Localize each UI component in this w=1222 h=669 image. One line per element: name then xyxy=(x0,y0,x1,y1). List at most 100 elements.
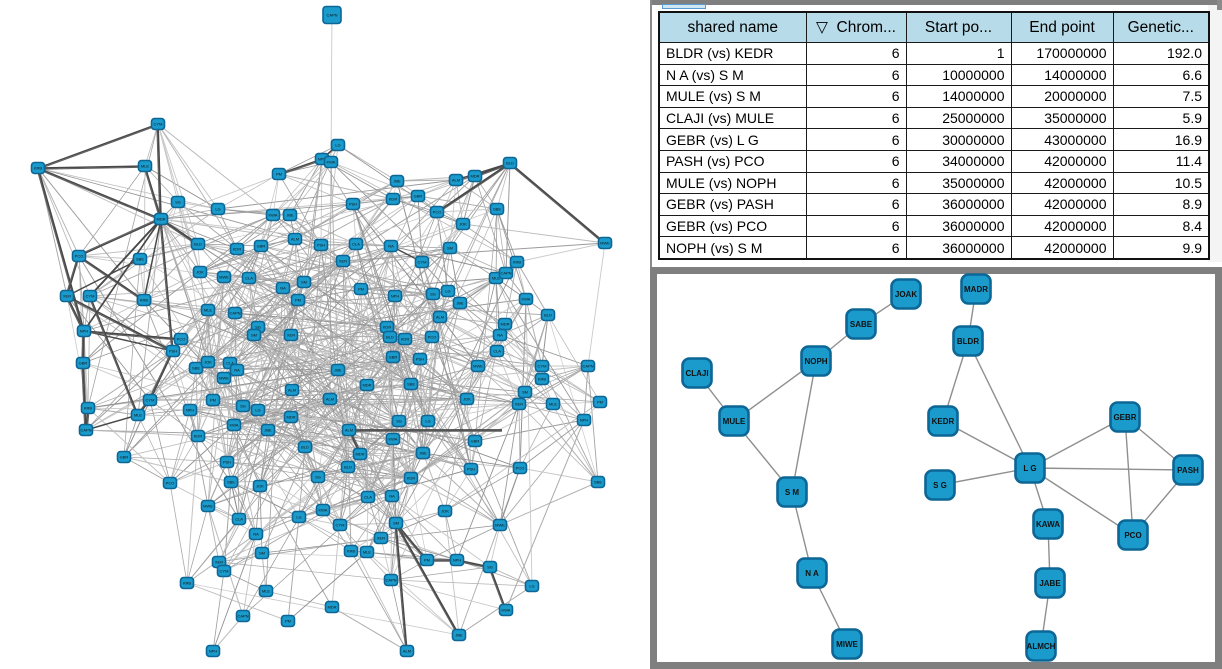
svg-text:LG: LG xyxy=(529,584,534,589)
svg-text:CAPN: CAPN xyxy=(385,578,396,583)
svg-text:CAPN: CAPN xyxy=(80,428,91,433)
svg-text:MDR: MDR xyxy=(327,605,336,610)
svg-text:JOK: JOK xyxy=(256,484,264,489)
svg-text:ALM: ALM xyxy=(436,315,444,320)
svg-text:MDR: MDR xyxy=(362,383,371,388)
svg-text:BLD: BLD xyxy=(544,313,552,318)
svg-text:GBR: GBR xyxy=(120,455,129,460)
svg-text:KWA: KWA xyxy=(269,213,278,218)
svg-text:CYM: CYM xyxy=(418,260,427,265)
svg-text:CLA: CLA xyxy=(364,495,372,500)
svg-text:SM: SM xyxy=(301,280,307,285)
svg-text:MIWE: MIWE xyxy=(836,640,858,649)
svg-text:KRB: KRB xyxy=(513,260,522,265)
svg-text:BLD: BLD xyxy=(301,445,309,450)
svg-text:CAPN: CAPN xyxy=(326,13,337,18)
svg-text:XER: XER xyxy=(515,402,523,407)
svg-text:SBE: SBE xyxy=(407,382,415,387)
svg-text:ALM: ALM xyxy=(345,428,353,433)
svg-text:NA: NA xyxy=(280,286,286,291)
svg-text:CYM: CYM xyxy=(86,294,95,299)
svg-text:KWA: KWA xyxy=(522,297,531,302)
svg-text:KDR: KDR xyxy=(383,325,392,330)
svg-text:PSH: PSH xyxy=(223,460,231,465)
svg-text:PCO: PCO xyxy=(516,466,525,471)
svg-text:SG: SG xyxy=(430,292,436,297)
svg-text:ALM: ALM xyxy=(291,237,299,242)
svg-text:KRB: KRB xyxy=(347,549,356,554)
svg-text:JOK: JOK xyxy=(204,360,212,365)
svg-text:NPH: NPH xyxy=(580,418,589,423)
svg-text:JBE: JBE xyxy=(334,368,342,373)
svg-text:BLD: BLD xyxy=(344,465,352,470)
svg-text:XER: XER xyxy=(287,333,295,338)
svg-text:MLE: MLE xyxy=(204,308,213,313)
svg-text:CYM: CYM xyxy=(146,398,155,403)
svg-text:BLD: BLD xyxy=(194,242,202,247)
svg-text:XER: XER xyxy=(339,259,347,264)
svg-text:KRB: KRB xyxy=(34,166,43,171)
svg-text:JBE: JBE xyxy=(455,633,463,638)
svg-text:S G: S G xyxy=(933,481,947,490)
svg-text:CLA: CLA xyxy=(493,349,501,354)
svg-text:KDR: KDR xyxy=(233,247,242,252)
svg-text:ALM: ALM xyxy=(288,388,296,393)
svg-text:SG: SG xyxy=(255,325,261,330)
svg-text:NPH: NPH xyxy=(186,408,195,413)
svg-text:KDR: KDR xyxy=(194,434,203,439)
svg-text:NA: NA xyxy=(234,368,240,373)
svg-text:SM: SM xyxy=(251,333,257,338)
svg-text:MDR: MDR xyxy=(470,174,479,179)
svg-text:SM: SM xyxy=(522,390,528,395)
svg-text:ALMCH: ALMCH xyxy=(1027,642,1056,651)
svg-text:CLAJI: CLAJI xyxy=(685,369,708,378)
svg-text:SG: SG xyxy=(487,565,493,570)
svg-text:MLE: MLE xyxy=(549,402,558,407)
svg-text:MWE: MWE xyxy=(600,241,610,246)
svg-text:JBE: JBE xyxy=(456,301,464,306)
svg-text:PCO: PCO xyxy=(428,335,437,340)
svg-text:MWE: MWE xyxy=(203,504,213,509)
svg-text:BLD: BLD xyxy=(386,335,394,340)
svg-text:NA: NA xyxy=(253,532,259,537)
svg-text:PASH: PASH xyxy=(1177,466,1199,475)
svg-text:JBE: JBE xyxy=(286,213,294,218)
svg-text:KWA: KWA xyxy=(327,160,336,165)
svg-text:CYM: CYM xyxy=(220,569,229,574)
svg-text:PSH: PSH xyxy=(416,357,424,362)
svg-text:CYM: CYM xyxy=(154,122,163,127)
svg-text:MWE: MWE xyxy=(219,376,229,381)
svg-text:MADR: MADR xyxy=(964,285,988,294)
svg-text:LG: LG xyxy=(445,289,450,294)
svg-text:LG: LG xyxy=(296,515,301,520)
svg-text:ALM: ALM xyxy=(452,178,460,183)
svg-text:NPH: NPH xyxy=(80,329,89,334)
svg-text:PSH: PSH xyxy=(349,202,357,207)
svg-text:PM: PM xyxy=(597,400,603,405)
svg-text:KDR: KDR xyxy=(401,337,410,342)
svg-text:GBR: GBR xyxy=(79,361,88,366)
svg-text:SBE: SBE xyxy=(493,207,501,212)
svg-text:KRB: KRB xyxy=(183,581,192,586)
svg-text:CYM: CYM xyxy=(538,364,547,369)
svg-text:CLA: CLA xyxy=(245,276,253,281)
svg-text:BLDR: BLDR xyxy=(957,337,979,346)
svg-text:BLD: BLD xyxy=(506,161,514,166)
svg-text:JABE: JABE xyxy=(1039,579,1061,588)
svg-text:LG: LG xyxy=(425,419,430,424)
svg-text:KDR: KDR xyxy=(407,476,416,481)
svg-text:SM: SM xyxy=(259,551,265,556)
svg-text:KWA: KWA xyxy=(230,423,239,428)
svg-text:SM: SM xyxy=(447,246,453,251)
svg-text:NPH: NPH xyxy=(453,558,462,563)
svg-text:LG: LG xyxy=(215,207,220,212)
svg-text:MWE: MWE xyxy=(219,275,229,280)
svg-text:NA: NA xyxy=(388,244,394,249)
svg-text:MLE: MLE xyxy=(141,164,150,169)
svg-text:S M: S M xyxy=(785,488,800,497)
svg-text:PCO: PCO xyxy=(166,481,175,486)
svg-text:SG: SG xyxy=(396,419,402,424)
svg-text:SG: SG xyxy=(315,475,321,480)
svg-text:SM: SM xyxy=(393,521,399,526)
svg-text:CYM: CYM xyxy=(336,523,345,528)
